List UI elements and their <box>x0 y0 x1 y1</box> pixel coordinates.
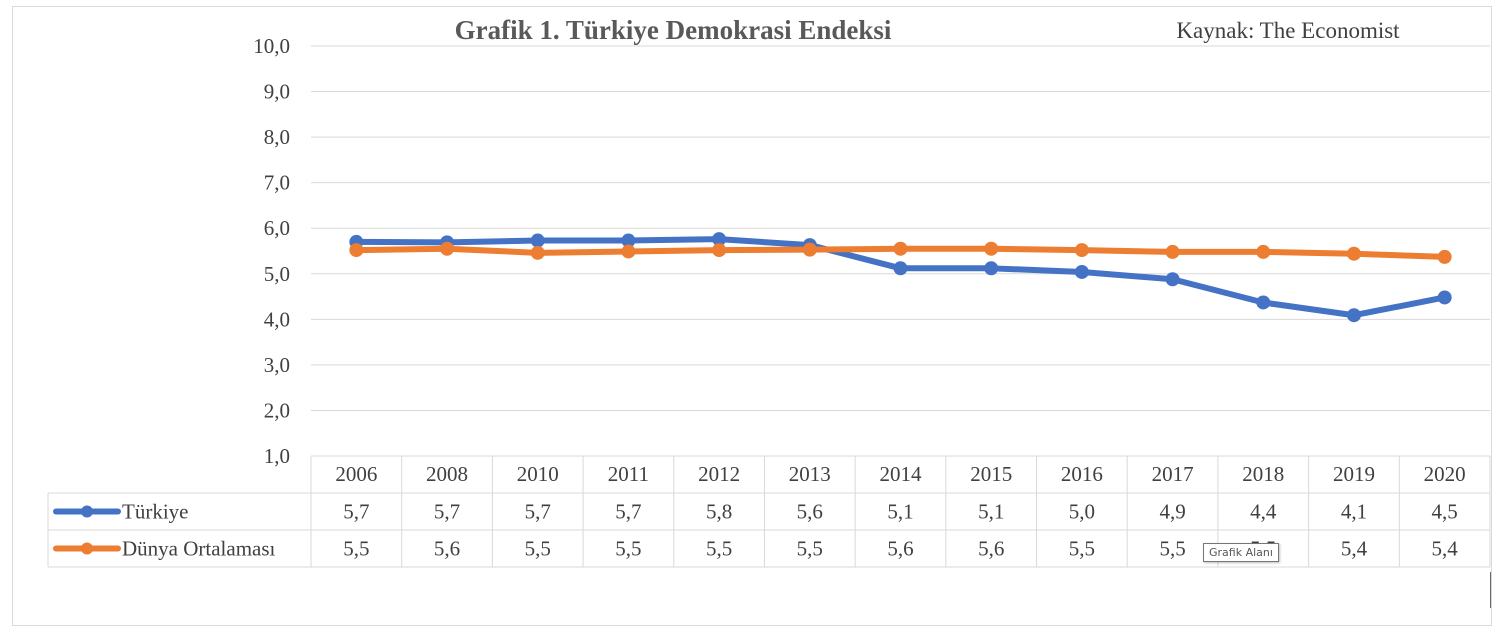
data-label: 4,9 <box>1159 500 1185 524</box>
data-label: 5,6 <box>434 537 460 561</box>
x-tick-label: 2012 <box>698 462 740 486</box>
data-point <box>1346 246 1361 261</box>
chart-area-tooltip: Grafik Alanı <box>1203 543 1279 562</box>
data-label: 5,1 <box>978 500 1004 524</box>
data-label: 5,8 <box>706 500 732 524</box>
y-tick-label: 3,0 <box>264 353 290 377</box>
data-point <box>1074 264 1089 279</box>
data-label: 5,5 <box>1069 537 1095 561</box>
data-point <box>893 241 908 256</box>
x-tick-label: 2010 <box>517 462 559 486</box>
x-tick-label: 2008 <box>426 462 468 486</box>
data-point <box>1256 244 1271 259</box>
data-point <box>349 243 364 258</box>
data-label: 5,5 <box>343 537 369 561</box>
y-tick-label: 9,0 <box>264 80 290 104</box>
data-label: 5,6 <box>978 537 1004 561</box>
data-point <box>530 233 545 248</box>
data-point <box>893 261 908 276</box>
x-tick-label: 2017 <box>1152 462 1194 486</box>
y-tick-label: 1,0 <box>264 444 290 468</box>
y-axis-ticks: 1,0 2,0 3,0 4,0 5,0 6,0 7,0 8,0 9,0 10,0 <box>253 34 290 468</box>
data-point <box>1437 249 1452 264</box>
series-name: Dünya Ortalaması <box>122 537 276 561</box>
legend-key-marker <box>81 505 93 518</box>
x-tick-label: 2006 <box>335 462 377 486</box>
y-tick-label: 8,0 <box>264 125 290 149</box>
y-tick-label: 5,0 <box>264 262 290 286</box>
data-point <box>712 243 727 258</box>
text-cursor <box>1490 572 1491 608</box>
data-label: 4,4 <box>1250 500 1277 524</box>
data-point <box>1165 244 1180 259</box>
data-table: 2006 2008 2010 2011 2012 2013 2014 2015 2016 2017… <box>47 455 1491 568</box>
legend-key <box>53 505 121 518</box>
x-tick-label: 2020 <box>1424 462 1466 486</box>
data-label: 5,7 <box>525 500 551 524</box>
chart-source: Kaynak: The Economist <box>1176 18 1400 43</box>
data-label: 5,1 <box>887 500 913 524</box>
data-point <box>1346 308 1361 323</box>
data-label: 5,6 <box>797 500 823 524</box>
data-label: 5,4 <box>1432 537 1459 561</box>
legend-key-marker <box>81 542 93 555</box>
data-label: 5,5 <box>615 537 641 561</box>
series-name: Türkiye <box>122 500 188 524</box>
gridlines <box>311 45 1490 411</box>
series-lines <box>349 232 1452 323</box>
data-label: 5,5 <box>797 537 823 561</box>
chart-title: Grafik 1. Türkiye Demokrasi Endeksi <box>455 15 892 45</box>
data-label: 5,7 <box>434 500 460 524</box>
data-point <box>1437 290 1452 305</box>
x-tick-label: 2015 <box>970 462 1012 486</box>
data-label: 5,5 <box>1159 537 1185 561</box>
data-point <box>621 233 636 248</box>
x-tick-label: 2016 <box>1061 462 1103 486</box>
data-point <box>440 241 455 256</box>
chart-area[interactable] <box>12 6 1492 626</box>
data-point <box>1165 272 1180 287</box>
data-point <box>984 241 999 256</box>
y-tick-label: 10,0 <box>253 34 290 58</box>
x-tick-label: 2019 <box>1333 462 1375 486</box>
data-label: 4,5 <box>1432 500 1458 524</box>
data-point <box>530 245 545 260</box>
data-label: 5,7 <box>343 500 369 524</box>
data-point <box>1074 243 1089 258</box>
data-point <box>984 261 999 276</box>
data-label: 5,6 <box>887 537 913 561</box>
data-label: 4,1 <box>1341 500 1367 524</box>
data-point <box>802 242 817 257</box>
x-tick-label: 2018 <box>1242 462 1284 486</box>
data-label: 5,5 <box>706 537 732 561</box>
y-tick-label: 2,0 <box>264 398 290 422</box>
y-tick-label: 7,0 <box>264 171 290 195</box>
legend-key <box>53 542 121 555</box>
y-tick-label: 6,0 <box>264 216 290 240</box>
x-tick-label: 2011 <box>608 462 649 486</box>
data-point <box>1256 295 1271 310</box>
data-point <box>621 244 636 259</box>
data-label: 5,5 <box>525 537 551 561</box>
data-point <box>712 232 727 247</box>
data-label: 5,7 <box>615 500 641 524</box>
data-label: 5,0 <box>1069 500 1095 524</box>
x-tick-label: 2014 <box>880 462 923 486</box>
y-tick-label: 4,0 <box>264 307 290 331</box>
x-tick-label: 2013 <box>789 462 831 486</box>
data-label: 5,4 <box>1341 537 1368 561</box>
